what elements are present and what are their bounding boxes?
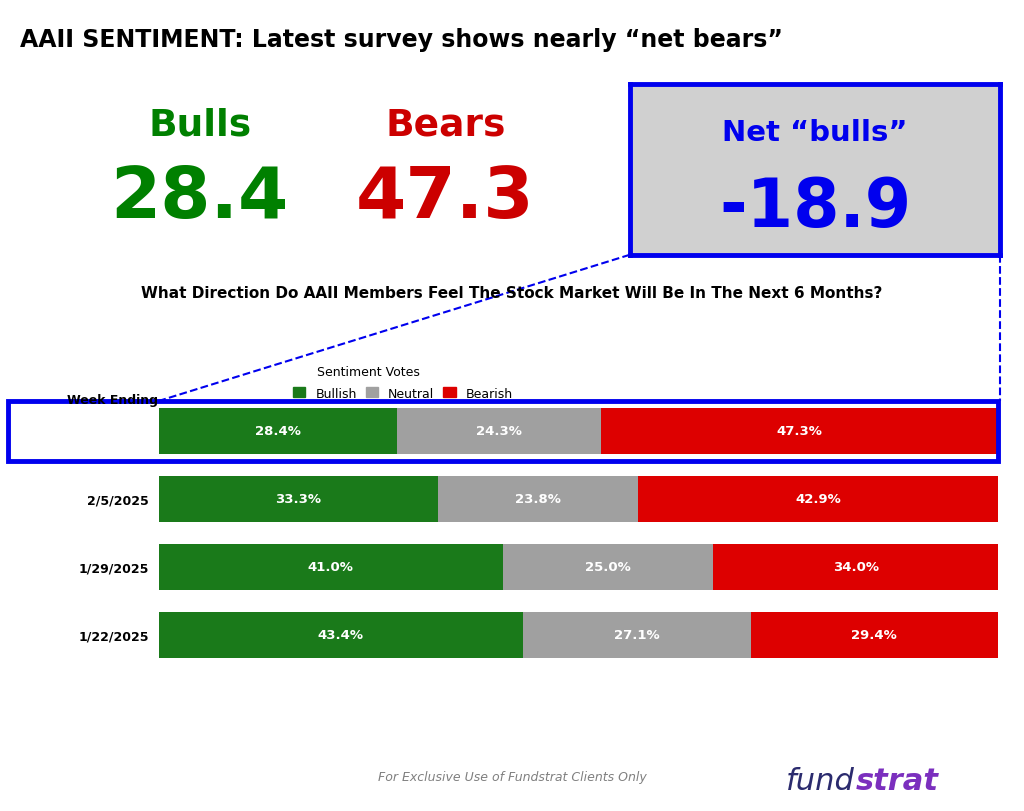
Bar bbox=[159, 476, 438, 522]
Bar bbox=[159, 612, 523, 659]
Text: 42.9%: 42.9% bbox=[796, 493, 841, 506]
Text: 28.4: 28.4 bbox=[111, 165, 289, 233]
Text: Bulls: Bulls bbox=[148, 108, 251, 144]
Text: Net “bulls”: Net “bulls” bbox=[722, 119, 908, 147]
Text: fund: fund bbox=[786, 766, 855, 795]
Bar bbox=[7, 401, 159, 461]
Bar bbox=[751, 612, 997, 659]
Text: What Direction Do AAII Members Feel The Stock Market Will Be In The Next 6 Month: What Direction Do AAII Members Feel The … bbox=[141, 286, 883, 301]
Text: 24.3%: 24.3% bbox=[476, 425, 522, 438]
Text: -18.9: -18.9 bbox=[719, 175, 911, 241]
Bar bbox=[438, 476, 638, 522]
Text: 29.4%: 29.4% bbox=[851, 629, 897, 642]
Text: AAII SENTIMENT: Latest survey shows nearly “net bears”: AAII SENTIMENT: Latest survey shows near… bbox=[20, 28, 783, 53]
Bar bbox=[159, 408, 397, 454]
Text: 43.4%: 43.4% bbox=[317, 629, 364, 642]
Text: Sentiment Votes: Sentiment Votes bbox=[317, 366, 420, 379]
Text: 27.1%: 27.1% bbox=[614, 629, 659, 642]
Text: 23.8%: 23.8% bbox=[515, 493, 561, 506]
Text: 41.0%: 41.0% bbox=[308, 560, 353, 573]
Text: 25.0%: 25.0% bbox=[585, 560, 631, 573]
Bar bbox=[503, 544, 713, 590]
Text: 33.3%: 33.3% bbox=[275, 493, 322, 506]
Bar bbox=[523, 612, 751, 659]
Text: strat: strat bbox=[856, 766, 939, 795]
Text: 47.3%: 47.3% bbox=[777, 425, 822, 438]
Text: 28.4%: 28.4% bbox=[255, 425, 301, 438]
Bar bbox=[601, 408, 998, 454]
Text: Bears: Bears bbox=[385, 108, 506, 144]
Bar bbox=[713, 544, 998, 590]
Text: Week Ending: Week Ending bbox=[67, 393, 158, 406]
Text: For Exclusive Use of Fundstrat Clients Only: For Exclusive Use of Fundstrat Clients O… bbox=[378, 770, 646, 783]
Bar bbox=[638, 476, 998, 522]
Text: 34.0%: 34.0% bbox=[833, 560, 879, 573]
Text: 47.3: 47.3 bbox=[356, 165, 535, 233]
Bar bbox=[397, 408, 601, 454]
Bar bbox=[159, 544, 503, 590]
Legend: Bullish, Neutral, Bearish: Bullish, Neutral, Bearish bbox=[293, 387, 513, 401]
